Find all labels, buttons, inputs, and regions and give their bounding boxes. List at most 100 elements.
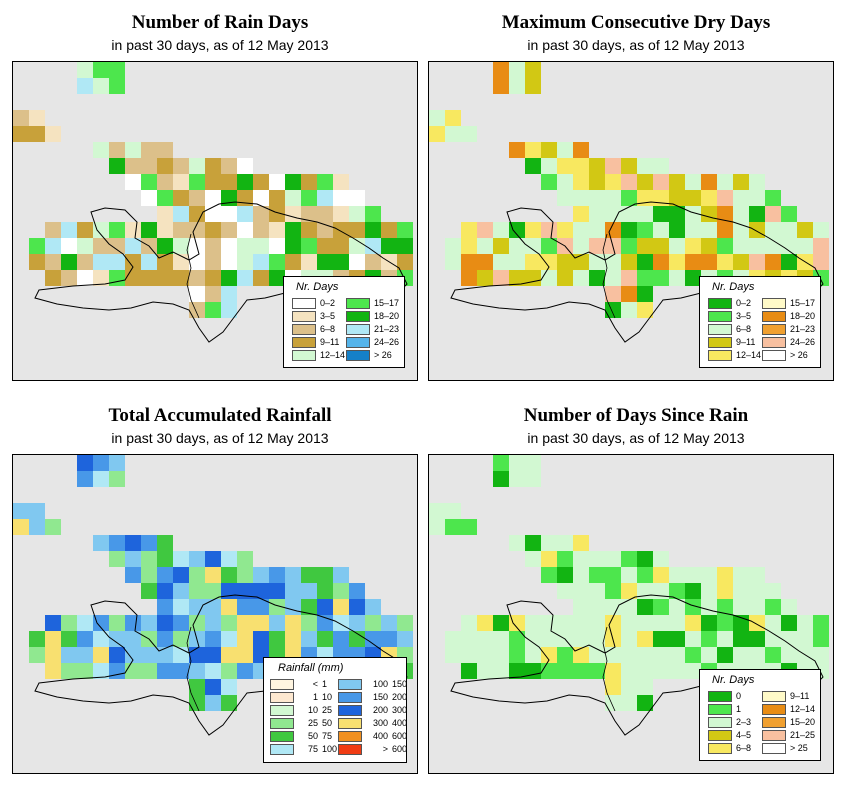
- grid-cell: [509, 62, 525, 78]
- grid-cell: [333, 254, 349, 270]
- grid-cell: [205, 270, 221, 286]
- grid-cell: [509, 238, 525, 254]
- grid-cell: [349, 583, 365, 599]
- legend-swatch: [346, 310, 370, 322]
- grid-cell: [125, 142, 141, 158]
- legend-range-hi: 150: [392, 679, 408, 689]
- grid-cell: [445, 110, 461, 126]
- grid-cell: [397, 238, 413, 254]
- grid-cell: [669, 663, 685, 679]
- grid-cell: [221, 238, 237, 254]
- grid-cell: [749, 190, 765, 206]
- grid-cell: [669, 190, 685, 206]
- grid-cell: [557, 142, 573, 158]
- grid-cell: [589, 222, 605, 238]
- legend-swatch: [762, 703, 786, 715]
- legend-item: 12–14: [292, 349, 345, 361]
- grid-cell: [605, 679, 621, 695]
- grid-cell: [477, 270, 493, 286]
- grid-cell: [205, 158, 221, 174]
- grid-cell: [13, 519, 29, 535]
- grid-cell: [109, 663, 125, 679]
- grid-cell: [557, 270, 573, 286]
- grid-cell: [93, 615, 109, 631]
- grid-cell: [461, 663, 477, 679]
- grid-cell: [253, 567, 269, 583]
- grid-cell: [461, 631, 477, 647]
- grid-cell: [685, 583, 701, 599]
- grid-cell: [669, 567, 685, 583]
- country-border: [602, 626, 616, 712]
- grid-cell: [573, 567, 589, 583]
- grid-cell: [269, 599, 285, 615]
- grid-cell: [77, 62, 93, 78]
- grid-cell: [701, 174, 717, 190]
- legend-swatch: [762, 716, 786, 728]
- grid-cell: [813, 222, 829, 238]
- grid-cell: [205, 695, 221, 711]
- legend-swatch: [762, 310, 786, 322]
- grid-cell: [157, 190, 173, 206]
- grid-cell: [157, 583, 173, 599]
- legend-item: 10 25: [270, 704, 332, 716]
- grid-cell: [253, 583, 269, 599]
- grid-cell: [813, 631, 829, 647]
- panel-title: Number of Days Since Rain: [523, 405, 749, 426]
- legend-label: > 26: [790, 350, 808, 360]
- grid-cell: [349, 599, 365, 615]
- legend-range-hi: 25: [322, 705, 333, 715]
- grid-cell: [125, 631, 141, 647]
- grid-cell: [541, 535, 557, 551]
- grid-cell: [141, 535, 157, 551]
- legend-item: > 25: [762, 742, 808, 754]
- legend-swatch: [762, 729, 786, 741]
- grid-cell: [781, 599, 797, 615]
- legend-label: 15–17: [374, 298, 400, 308]
- grid-cell: [125, 158, 141, 174]
- grid-cell: [477, 663, 493, 679]
- grid-cell: [637, 615, 653, 631]
- grid-cell: [461, 222, 477, 238]
- grid-cell: [349, 631, 365, 647]
- grid-cell: [109, 270, 125, 286]
- grid-cell: [621, 647, 637, 663]
- grid-cell: [621, 631, 637, 647]
- grid-cell: [141, 270, 157, 286]
- grid-cell: [317, 206, 333, 222]
- grid-cell: [285, 222, 301, 238]
- grid-cell: [381, 615, 397, 631]
- legend-item: 9–11: [762, 690, 809, 702]
- grid-cell: [125, 535, 141, 551]
- grid-cell: [685, 238, 701, 254]
- map-grid: [429, 62, 829, 343]
- legend-range-hi: 1: [322, 679, 328, 689]
- legend-label: 3–5: [320, 311, 336, 321]
- grid-cell: [237, 222, 253, 238]
- grid-cell: [653, 222, 669, 238]
- grid-cell: [605, 302, 621, 318]
- grid-cell: [301, 174, 317, 190]
- legend-item: 3–5: [292, 310, 335, 322]
- grid-cell: [333, 174, 349, 190]
- grid-cell: [605, 615, 621, 631]
- grid-cell: [669, 583, 685, 599]
- grid-cell: [205, 663, 221, 679]
- grid-cell: [669, 599, 685, 615]
- legend-item: 18–20: [762, 310, 815, 322]
- grid-cell: [173, 270, 189, 286]
- grid-cell: [237, 238, 253, 254]
- coastline: [34, 201, 408, 343]
- grid-cell: [429, 126, 445, 142]
- grid-cell: [573, 631, 589, 647]
- legend-range-hi: 10: [322, 692, 333, 702]
- grid-cell: [573, 174, 589, 190]
- grid-cell: [589, 158, 605, 174]
- grid-cell: [605, 174, 621, 190]
- grid-cell: [77, 238, 93, 254]
- grid-cell: [189, 190, 205, 206]
- grid-cell: [333, 190, 349, 206]
- grid-cell: [653, 599, 669, 615]
- grid-cell: [93, 663, 109, 679]
- legend-item: 0–2: [292, 297, 335, 309]
- grid-cell: [205, 254, 221, 270]
